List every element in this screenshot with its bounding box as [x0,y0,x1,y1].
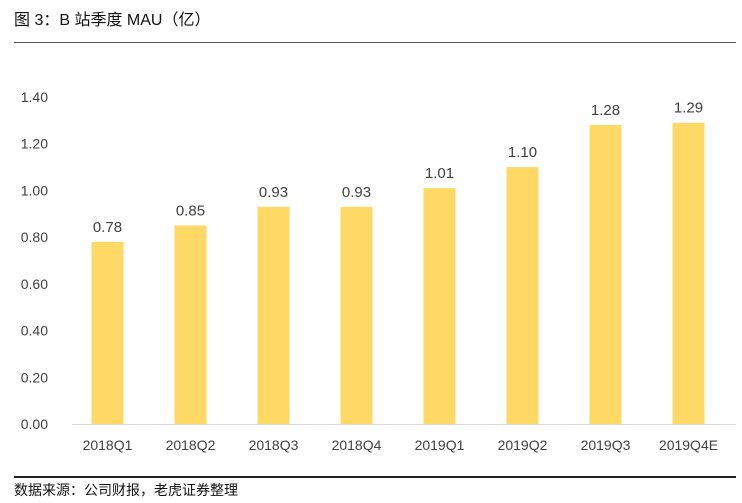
data-label: 1.01 [425,165,454,182]
footer-divider [14,476,736,478]
data-label: 1.10 [508,144,537,161]
source-note: 数据来源：公司财报，老虎证券整理 [14,482,238,498]
x-tick-label: 2018Q2 [166,437,216,453]
data-label: 0.78 [93,219,122,236]
x-tick-label: 2019Q3 [581,437,631,453]
bar-2018Q3 [257,206,290,424]
figure-title: 图 3：B 站季度 MAU（亿） [14,12,211,29]
x-tick-label: 2019Q1 [415,437,465,453]
bar-2019Q1 [423,188,456,424]
bar-2018Q4 [340,206,373,424]
y-tick-label: 0.60 [21,276,48,292]
x-tick-label: 2018Q4 [332,437,382,453]
bar-2018Q2 [174,225,207,424]
title-divider [14,42,736,43]
y-tick-label: 1.20 [21,136,48,152]
bar-2019Q2 [506,167,539,425]
bar-chart: 0.00 0.20 0.40 0.60 0.80 1.00 1.20 1.40 0.78 2018… [21,89,736,453]
data-label: 0.93 [342,184,371,201]
x-tick-label: 2019Q4E [659,437,718,453]
data-label: 0.93 [259,184,288,201]
bar-2019Q4E [672,122,705,424]
y-tick-label: 1.40 [21,89,48,105]
bar-2018Q1 [91,241,124,424]
y-tick-label: 0.80 [21,229,48,245]
bar-2019Q3 [589,125,622,425]
data-label: 1.29 [674,100,703,117]
y-tick-label: 0.00 [21,416,48,432]
y-tick-label: 1.00 [21,182,48,198]
data-label: 1.28 [591,102,620,119]
x-tick-label: 2019Q2 [498,437,548,453]
data-label: 0.85 [176,202,205,219]
x-tick-label: 2018Q1 [83,437,133,453]
y-tick-label: 0.40 [21,323,48,339]
x-tick-label: 2018Q3 [249,437,299,453]
y-tick-label: 0.20 [21,369,48,385]
